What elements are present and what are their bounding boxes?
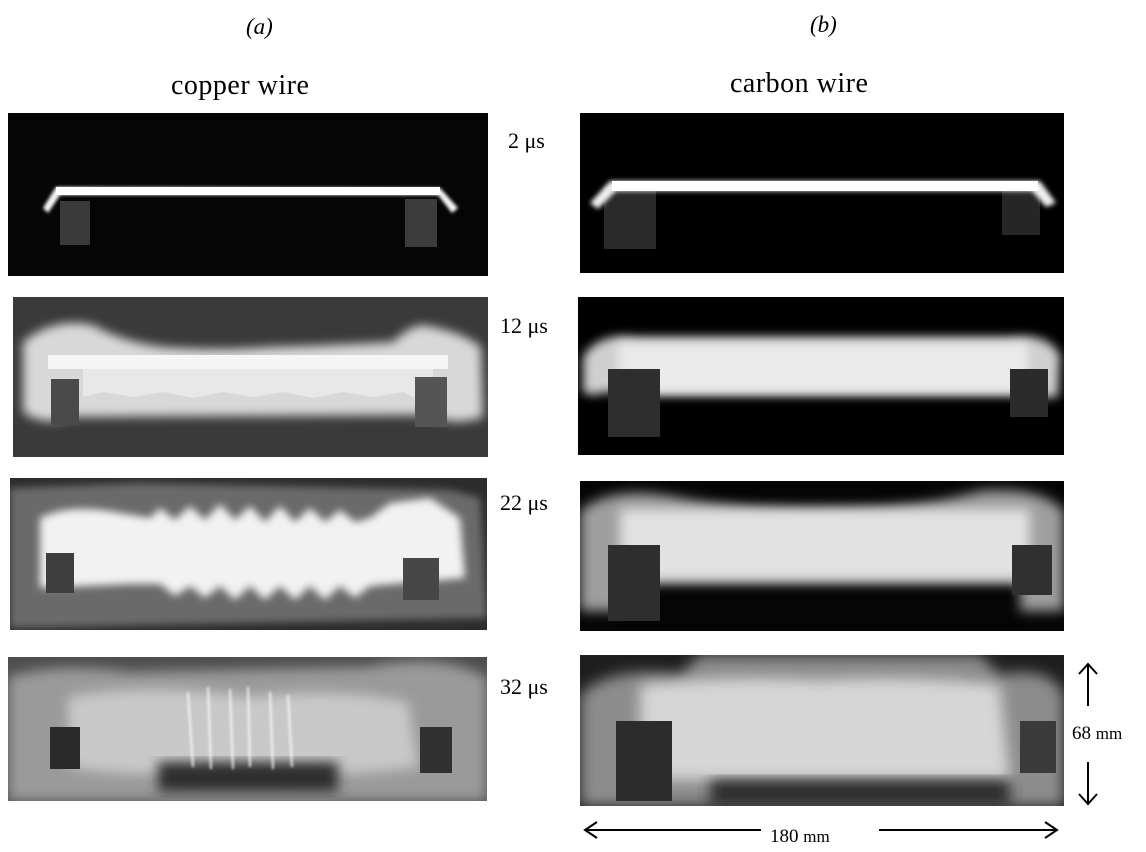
width-arrow-right (879, 821, 1059, 839)
height-value: 68 (1072, 723, 1091, 744)
width-unit: mm (803, 827, 830, 846)
copper-frame-22us (10, 478, 487, 630)
carbon-wire-title: carbon wire (730, 68, 869, 99)
width-dimension-label: 180 mm (770, 826, 830, 848)
copper-image-12us (13, 297, 488, 457)
height-arrow-down (1078, 762, 1098, 806)
carbon-frame-22us (580, 481, 1064, 631)
panel-a-label: (a) (246, 14, 273, 39)
copper-image-22us (10, 478, 487, 630)
carbon-image-12us (578, 297, 1064, 455)
copper-frame-2us (8, 113, 488, 276)
carbon-frame-32us (580, 655, 1064, 806)
carbon-frame-2us (580, 113, 1064, 273)
time-label-12us: 12 μs (500, 313, 548, 338)
height-arrow-up (1078, 662, 1098, 706)
carbon-frame-12us (578, 297, 1064, 455)
time-label-32us: 32 μs (500, 674, 548, 699)
time-label-2us: 2 μs (508, 128, 545, 153)
copper-image-32us (8, 657, 487, 801)
copper-frame-12us (13, 297, 488, 457)
width-arrow-left (583, 821, 761, 839)
copper-wire-title: copper wire (171, 70, 310, 101)
height-dimension-label: 68 mm (1072, 723, 1122, 745)
time-label-22us: 22 μs (500, 490, 548, 515)
copper-frame-32us (8, 657, 487, 801)
height-unit: mm (1095, 724, 1123, 743)
width-value: 180 (770, 826, 799, 847)
carbon-image-22us (580, 481, 1064, 631)
carbon-image-32us (580, 655, 1064, 806)
panel-b-label: (b) (810, 12, 837, 37)
copper-image-2us (8, 113, 488, 276)
carbon-image-2us (580, 113, 1064, 273)
